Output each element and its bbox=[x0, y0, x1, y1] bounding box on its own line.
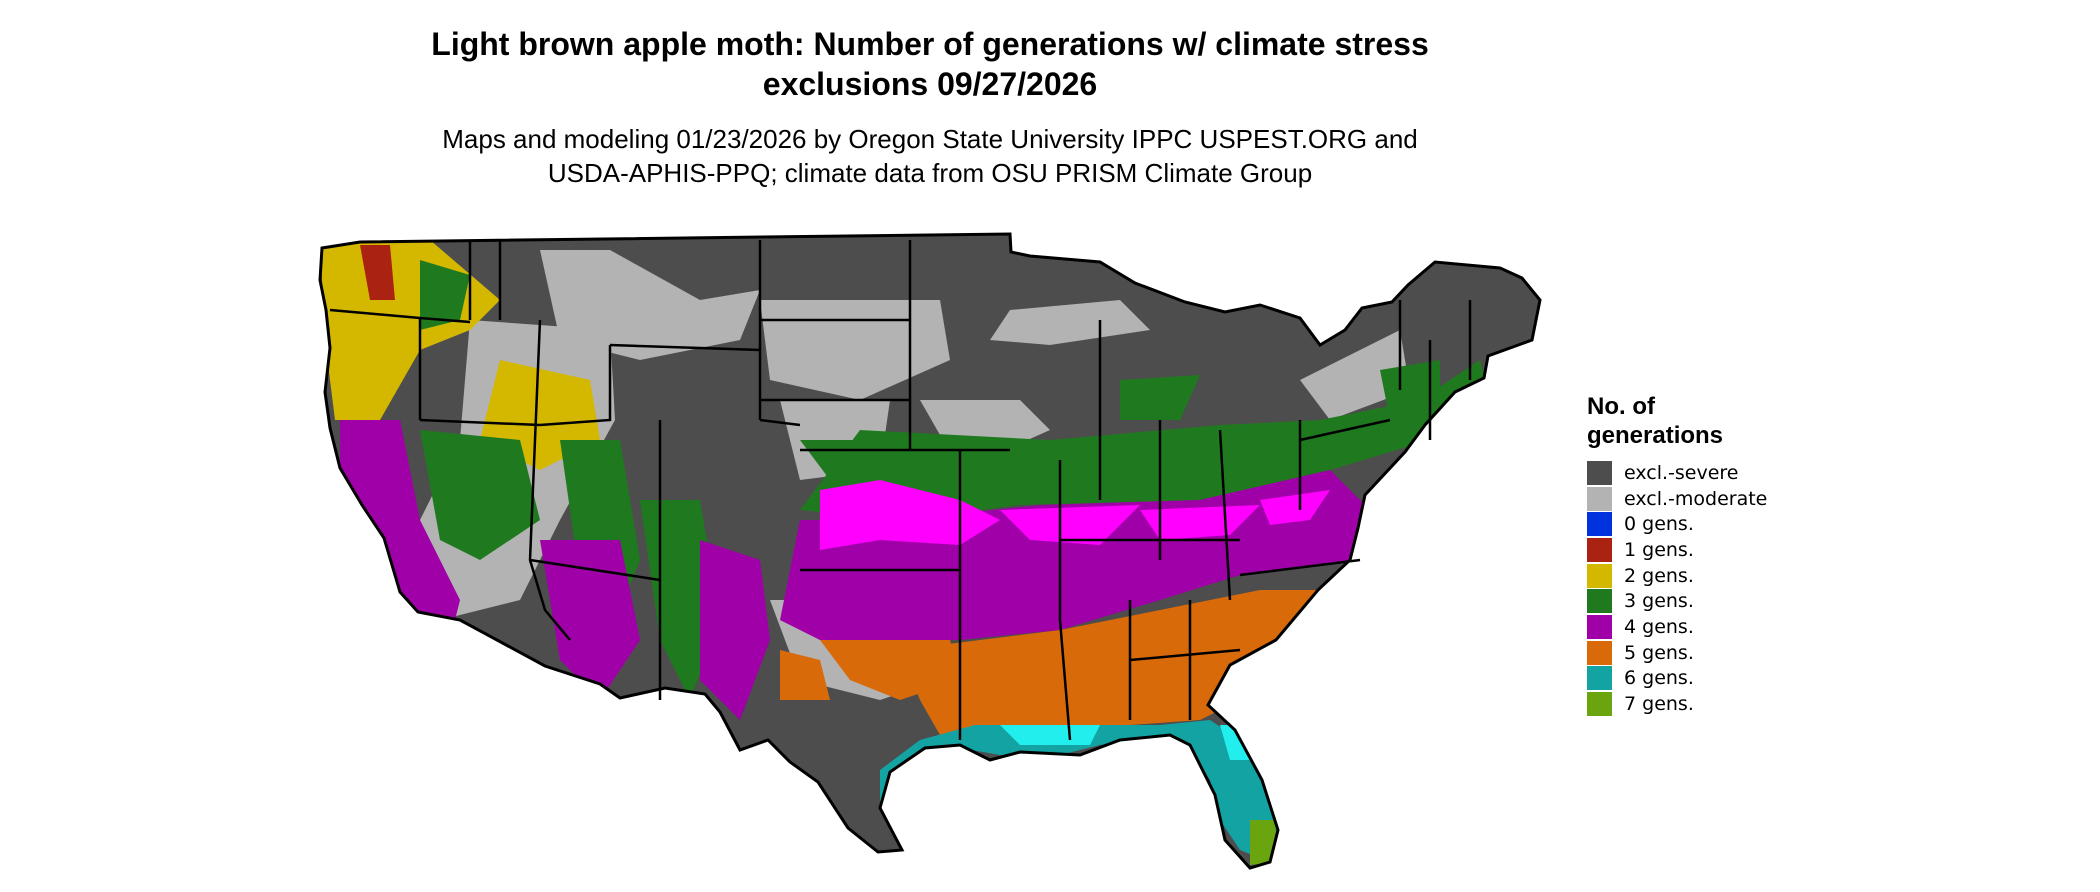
legend-label: 5 gens. bbox=[1624, 641, 1694, 664]
state-border bbox=[1239, 558, 1361, 577]
map-subtitle-line-2: USDA-APHIS-PPQ; climate data from OSU PR… bbox=[547, 158, 1313, 188]
map-subtitle-line-1: Maps and modeling 01/23/2026 by Oregon S… bbox=[442, 124, 1418, 154]
zone-3-gens bbox=[1120, 375, 1200, 420]
state-border bbox=[419, 418, 541, 427]
legend-item: 3 gens. bbox=[1587, 588, 1767, 614]
legend-item: 6 gens. bbox=[1587, 666, 1767, 692]
zone-excl-moderate bbox=[760, 300, 950, 400]
state-border bbox=[1129, 648, 1241, 662]
state-border bbox=[419, 316, 471, 324]
state-border bbox=[528, 319, 571, 641]
zone-4-gens bbox=[340, 420, 460, 640]
map-subtitle: Maps and modeling 01/23/2026 by Oregon S… bbox=[300, 122, 1560, 190]
legend-label: 0 gens. bbox=[1624, 513, 1694, 536]
state-border bbox=[529, 558, 661, 582]
legend-title: No. of generations bbox=[1587, 392, 1767, 450]
legend-label: 4 gens. bbox=[1624, 615, 1694, 638]
legend-swatch bbox=[1587, 486, 1612, 511]
legend-label: 3 gens. bbox=[1624, 590, 1694, 613]
state-border bbox=[759, 418, 801, 427]
legend-label: 6 gens. bbox=[1624, 667, 1694, 690]
map-title: Light brown apple moth: Number of genera… bbox=[300, 24, 1560, 104]
zone-4-gens bbox=[540, 540, 640, 700]
legend-item: 0 gens. bbox=[1587, 511, 1767, 537]
zone-5-gens bbox=[780, 650, 830, 700]
state-border bbox=[1218, 429, 1232, 601]
zone-4-gens bbox=[700, 540, 770, 720]
legend-title-line-1: No. of bbox=[1587, 393, 1655, 420]
legend-label: excl.-severe bbox=[1624, 461, 1739, 484]
legend-swatch bbox=[1587, 666, 1612, 691]
legend-item: excl.-moderate bbox=[1587, 486, 1767, 512]
state-border bbox=[1299, 418, 1391, 442]
legend-label: 7 gens. bbox=[1624, 693, 1694, 716]
zone-4-gens-bright bbox=[820, 480, 1000, 550]
zone-6-gens-bright bbox=[1000, 725, 1100, 745]
zone-4-gens-bright bbox=[1260, 490, 1330, 525]
zone-excl-moderate bbox=[990, 300, 1150, 345]
zone-6-gens bbox=[880, 720, 1278, 860]
legend-items: excl.-severe excl.-moderate 0 gens. 1 gens.… bbox=[1587, 460, 1767, 717]
legend-swatch bbox=[1587, 692, 1612, 717]
legend-item: 5 gens. bbox=[1587, 640, 1767, 666]
legend-label: 1 gens. bbox=[1624, 538, 1694, 561]
legend-swatch bbox=[1587, 640, 1612, 665]
zone-excl-moderate bbox=[1300, 330, 1410, 420]
zone-4-gens-bright bbox=[1140, 505, 1260, 540]
state-borders bbox=[318, 232, 1542, 870]
zone-3-gens bbox=[800, 360, 1490, 520]
generation-zones bbox=[320, 234, 1540, 868]
legend-swatch bbox=[1587, 512, 1612, 537]
zone-3-gens bbox=[1380, 360, 1440, 420]
zone-1-gens bbox=[360, 245, 395, 300]
legend-swatch bbox=[1587, 537, 1612, 562]
legend-swatch bbox=[1587, 563, 1612, 588]
legend-label: excl.-moderate bbox=[1624, 487, 1768, 510]
legend: No. of generations excl.-severe excl.-mod… bbox=[1587, 392, 1767, 717]
state-border bbox=[329, 308, 421, 320]
legend-item: excl.-severe bbox=[1587, 460, 1767, 486]
state-border bbox=[539, 345, 612, 427]
legend-swatch bbox=[1587, 589, 1612, 614]
zone-4-gens-bright bbox=[1000, 505, 1140, 545]
map-title-line-2: exclusions 09/27/2026 bbox=[762, 66, 1098, 102]
legend-swatch bbox=[1587, 614, 1612, 639]
legend-swatch bbox=[1587, 460, 1612, 485]
legend-label: 2 gens. bbox=[1624, 564, 1694, 587]
legend-item: 4 gens. bbox=[1587, 614, 1767, 640]
zone-3-gens bbox=[420, 260, 470, 330]
legend-item: 2 gens. bbox=[1587, 563, 1767, 589]
legend-item: 1 gens. bbox=[1587, 537, 1767, 563]
legend-item: 7 gens. bbox=[1587, 691, 1767, 717]
us-outline bbox=[318, 232, 1542, 870]
state-border bbox=[1058, 460, 1072, 741]
zone-3-gens bbox=[420, 430, 540, 560]
map-title-line-1: Light brown apple moth: Number of genera… bbox=[431, 26, 1429, 62]
legend-title-line-2: generations bbox=[1587, 422, 1724, 449]
